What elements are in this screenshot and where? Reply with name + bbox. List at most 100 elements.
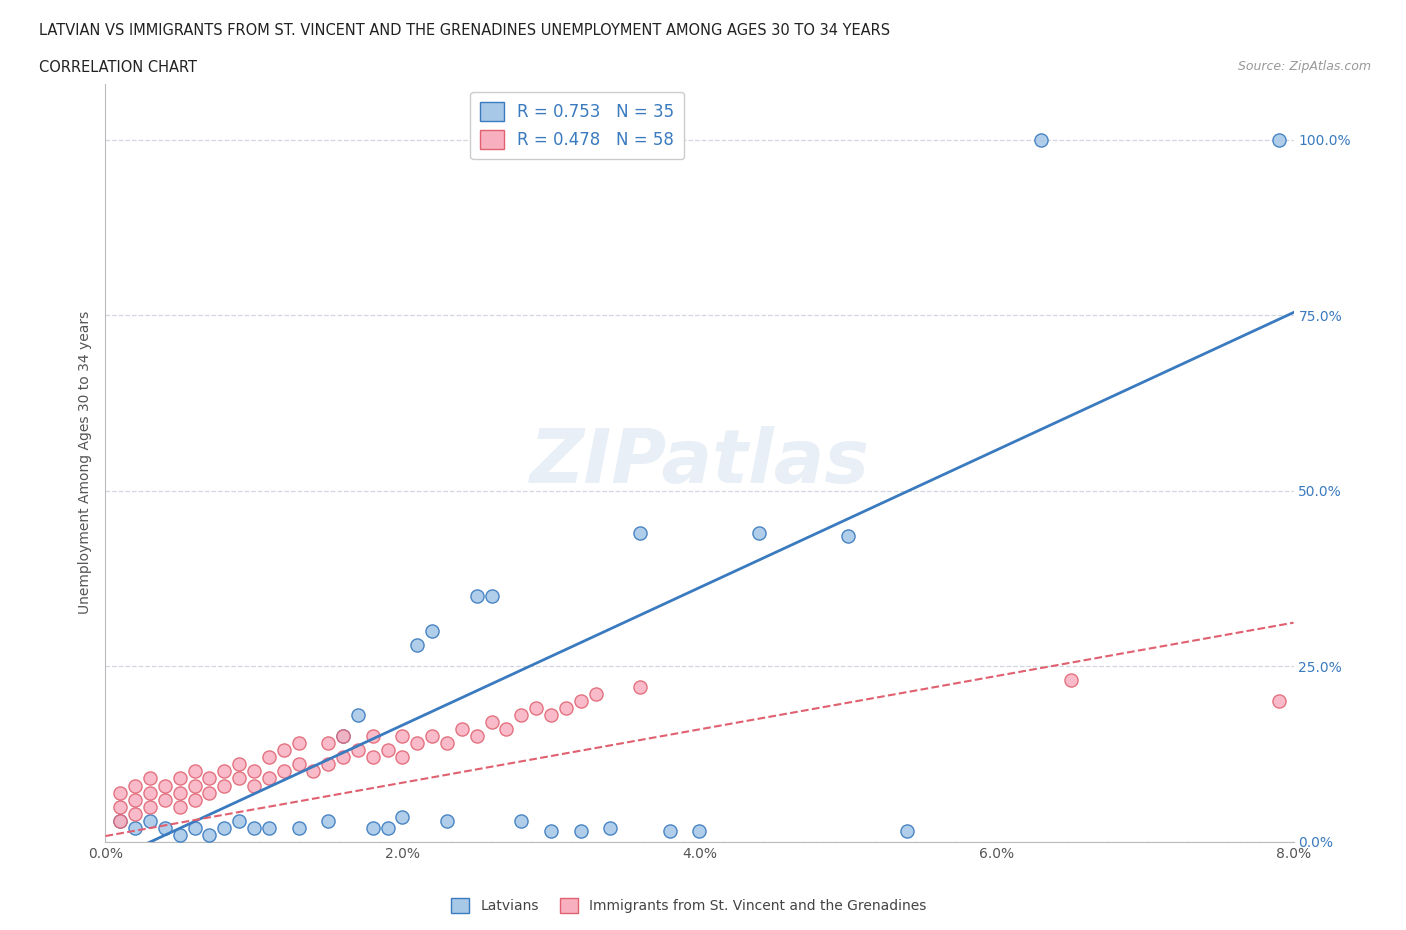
Point: [214, 820, 236, 835]
Point: [198, 785, 221, 800]
Point: [361, 750, 384, 764]
Point: [124, 806, 146, 821]
Point: [124, 820, 146, 835]
Point: [287, 757, 309, 772]
Point: [361, 820, 384, 835]
Point: [124, 778, 146, 793]
Point: [1267, 132, 1289, 147]
Point: [540, 824, 562, 839]
Text: CORRELATION CHART: CORRELATION CHART: [39, 60, 197, 75]
Point: [153, 792, 176, 807]
Point: [139, 799, 162, 814]
Point: [347, 743, 370, 758]
Point: [347, 708, 370, 723]
Point: [316, 736, 339, 751]
Point: [273, 743, 295, 758]
Point: [524, 701, 547, 716]
Point: [214, 764, 236, 779]
Point: [228, 757, 250, 772]
Point: [110, 813, 132, 828]
Point: [316, 757, 339, 772]
Point: [391, 750, 413, 764]
Point: [420, 729, 443, 744]
Point: [139, 785, 162, 800]
Point: [361, 729, 384, 744]
Point: [228, 813, 250, 828]
Point: [110, 799, 132, 814]
Point: [599, 820, 621, 835]
Point: [628, 525, 651, 540]
Point: [110, 813, 132, 828]
Point: [406, 736, 429, 751]
Point: [569, 694, 592, 709]
Legend: R = 0.753   N = 35, R = 0.478   N = 58: R = 0.753 N = 35, R = 0.478 N = 58: [470, 92, 683, 159]
Point: [228, 771, 250, 786]
Point: [332, 729, 354, 744]
Point: [689, 824, 711, 839]
Point: [183, 820, 205, 835]
Point: [243, 778, 266, 793]
Point: [481, 589, 503, 604]
Point: [287, 736, 309, 751]
Point: [748, 525, 770, 540]
Point: [1267, 694, 1289, 709]
Point: [391, 810, 413, 825]
Point: [169, 827, 191, 842]
Point: [1029, 132, 1052, 147]
Point: [273, 764, 295, 779]
Y-axis label: Unemployment Among Ages 30 to 34 years: Unemployment Among Ages 30 to 34 years: [79, 311, 93, 615]
Point: [391, 729, 413, 744]
Text: LATVIAN VS IMMIGRANTS FROM ST. VINCENT AND THE GRENADINES UNEMPLOYMENT AMONG AGE: LATVIAN VS IMMIGRANTS FROM ST. VINCENT A…: [39, 23, 890, 38]
Point: [302, 764, 325, 779]
Point: [257, 771, 280, 786]
Point: [465, 589, 488, 604]
Point: [198, 771, 221, 786]
Point: [585, 687, 607, 702]
Point: [450, 722, 472, 737]
Point: [110, 785, 132, 800]
Point: [628, 680, 651, 695]
Point: [257, 750, 280, 764]
Point: [377, 820, 399, 835]
Point: [183, 764, 205, 779]
Point: [169, 799, 191, 814]
Point: [124, 792, 146, 807]
Point: [896, 824, 918, 839]
Point: [153, 820, 176, 835]
Point: [169, 771, 191, 786]
Point: [332, 729, 354, 744]
Text: ZIPatlas: ZIPatlas: [530, 426, 869, 499]
Point: [1060, 672, 1083, 687]
Point: [495, 722, 517, 737]
Point: [420, 624, 443, 639]
Point: [316, 813, 339, 828]
Point: [243, 820, 266, 835]
Point: [198, 827, 221, 842]
Point: [183, 778, 205, 793]
Point: [257, 820, 280, 835]
Point: [183, 792, 205, 807]
Point: [465, 729, 488, 744]
Point: [214, 778, 236, 793]
Point: [569, 824, 592, 839]
Point: [658, 824, 681, 839]
Point: [481, 715, 503, 730]
Legend: Latvians, Immigrants from St. Vincent and the Grenadines: Latvians, Immigrants from St. Vincent an…: [446, 892, 932, 919]
Point: [287, 820, 309, 835]
Point: [243, 764, 266, 779]
Point: [837, 529, 859, 544]
Point: [377, 743, 399, 758]
Point: [510, 813, 533, 828]
Point: [510, 708, 533, 723]
Point: [169, 785, 191, 800]
Point: [406, 638, 429, 653]
Point: [436, 813, 458, 828]
Point: [554, 701, 576, 716]
Point: [153, 778, 176, 793]
Point: [139, 771, 162, 786]
Point: [332, 750, 354, 764]
Point: [436, 736, 458, 751]
Point: [139, 813, 162, 828]
Text: Source: ZipAtlas.com: Source: ZipAtlas.com: [1237, 60, 1371, 73]
Point: [540, 708, 562, 723]
